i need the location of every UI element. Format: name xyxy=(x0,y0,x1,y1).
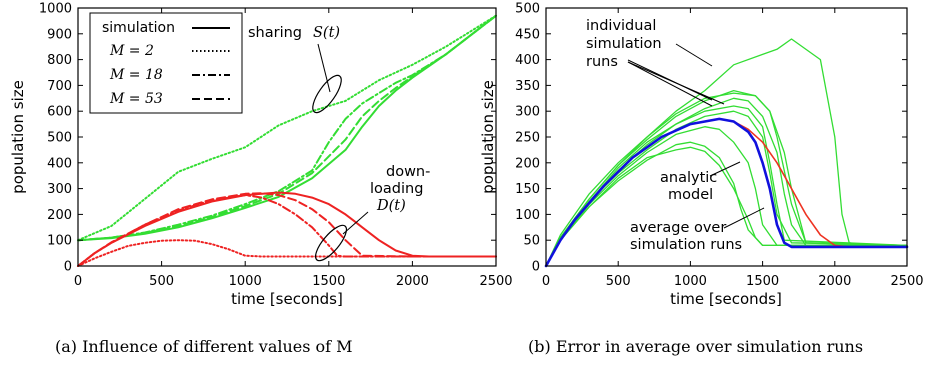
series-line-downloading-dashed xyxy=(77,192,497,267)
panel-b-chart: 0 500 1000 1500 2000 2500 0 50 100 150 200 250 300 35… xyxy=(479,2,924,309)
ytick-label: 700 xyxy=(47,79,72,94)
legend-label-m53: M = 53 xyxy=(109,91,163,107)
legend-label-m18: M = 18 xyxy=(109,67,163,83)
ytick-label: 350 xyxy=(515,79,540,94)
annotation-sharing-symbol: S(t) xyxy=(313,25,340,41)
series-line-average-10 xyxy=(544,117,909,268)
annotation-runs-1: individual xyxy=(586,18,656,34)
ytick-label: 300 xyxy=(515,105,540,120)
annotation-average-1: average over xyxy=(630,220,726,236)
series-line-run-8 xyxy=(545,92,908,267)
ytick-label: 900 xyxy=(47,27,72,42)
runs-pointer-4 xyxy=(627,61,725,105)
caption-b: (b) Error in average over simulation run… xyxy=(528,337,863,356)
ytick-label: 0 xyxy=(64,260,72,275)
ytick-label: 300 xyxy=(47,182,72,197)
xtick-label: 0 xyxy=(74,274,82,289)
annotation-sharing-pointer xyxy=(317,43,331,93)
xtick-label: 1500 xyxy=(746,274,779,289)
annotation-down-pointer xyxy=(342,211,369,235)
ytick-label: 400 xyxy=(47,156,72,171)
panel-a-legend: simulation M = 2 M = 18 M = 53 xyxy=(89,12,243,114)
panel-b-xlabel: time [seconds] xyxy=(670,290,782,308)
ytick-label: 400 xyxy=(515,53,540,68)
ytick-label: 50 xyxy=(523,234,540,249)
xtick-label: 500 xyxy=(606,274,631,289)
annotation-down-2: loading xyxy=(370,181,423,197)
series-line-downloading-solid xyxy=(77,191,497,267)
series-line-sharing-dotted xyxy=(77,14,497,242)
ytick-label: 100 xyxy=(47,234,72,249)
annotation-down-1: down- xyxy=(386,164,430,180)
xtick-label: 2500 xyxy=(890,274,923,289)
annotation-sharing-ellipse xyxy=(312,74,342,114)
annotation-down-ellipse xyxy=(314,224,348,262)
xtick-label: 2000 xyxy=(818,274,851,289)
annotation-sharing: sharing xyxy=(248,25,302,41)
legend-label-simulation: simulation xyxy=(102,20,175,36)
average-pointer xyxy=(723,207,765,229)
analytic-pointer xyxy=(709,161,741,177)
xtick-label: 2500 xyxy=(479,274,512,289)
ytick-label: 200 xyxy=(515,156,540,171)
xtick-label: 1000 xyxy=(674,274,707,289)
ytick-label: 250 xyxy=(515,131,540,146)
series-line-sharing-dashed xyxy=(77,14,497,242)
series-line-downloading-dash-dot xyxy=(77,194,497,267)
panel-b-ylabel: population size xyxy=(479,80,497,194)
xtick-label: 0 xyxy=(542,274,550,289)
ytick-label: 1000 xyxy=(39,2,72,17)
panel-a-chart: 0 500 1000 1500 2000 2500 0 100 200 300 400 500 600 7… xyxy=(9,2,513,309)
ytick-label: 0 xyxy=(532,260,540,275)
series-line-run-0 xyxy=(545,38,908,267)
series-line-run-6 xyxy=(545,146,908,267)
panel-a-xlabel: time [seconds] xyxy=(231,290,343,308)
series-line-downloading-dotted xyxy=(77,239,497,267)
legend-box xyxy=(89,12,243,114)
annotation-down-symbol: D(t) xyxy=(376,198,406,214)
annotation-average-2: simulation runs xyxy=(630,237,742,253)
xtick-label: 1000 xyxy=(229,274,262,289)
ytick-label: 200 xyxy=(47,208,72,223)
caption-a: (a) Influence of different values of M xyxy=(55,337,353,356)
series-line-run-4 xyxy=(545,126,908,267)
legend-label-m2: M = 2 xyxy=(109,43,154,59)
xtick-label: 2000 xyxy=(396,274,429,289)
ytick-label: 600 xyxy=(47,105,72,120)
ytick-label: 450 xyxy=(515,27,540,42)
ytick-label: 800 xyxy=(47,53,72,68)
ytick-label: 100 xyxy=(515,208,540,223)
ytick-label: 500 xyxy=(47,131,72,146)
panel-a-ylabel: population size xyxy=(9,80,27,194)
ytick-label: 500 xyxy=(515,2,540,17)
ytick-label: 150 xyxy=(515,182,540,197)
annotation-analytic-1: analytic xyxy=(660,170,717,186)
annotation-analytic-2: model xyxy=(668,187,713,203)
runs-pointer-3 xyxy=(627,61,713,107)
annotation-runs-2: simulation xyxy=(586,36,662,52)
runs-pointer-1 xyxy=(675,43,713,67)
annotation-runs-3: runs xyxy=(586,54,618,70)
xtick-label: 1500 xyxy=(312,274,345,289)
xtick-label: 500 xyxy=(149,274,174,289)
